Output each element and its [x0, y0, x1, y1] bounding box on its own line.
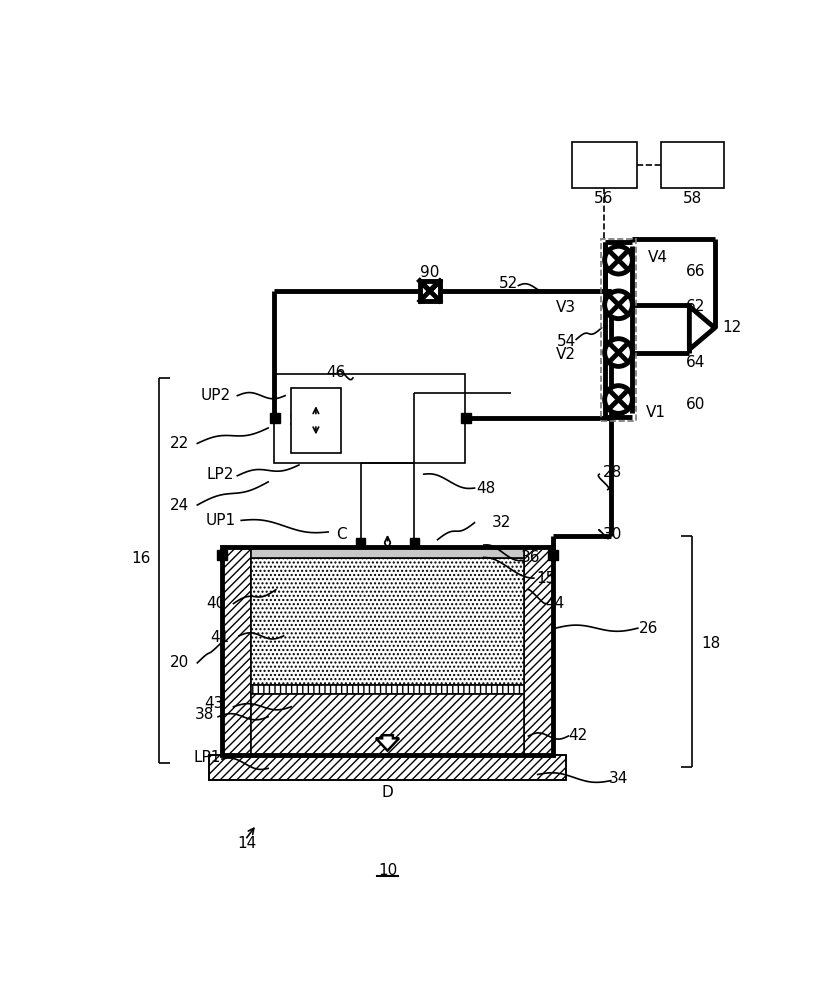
Text: LP2: LP2: [206, 467, 234, 482]
Text: LP1: LP1: [193, 750, 220, 765]
Text: 42: 42: [569, 728, 588, 744]
Text: 90: 90: [420, 265, 439, 280]
Text: V2: V2: [556, 347, 576, 362]
Text: 40: 40: [206, 596, 225, 611]
Text: 66: 66: [686, 264, 705, 279]
Text: 56: 56: [595, 191, 614, 206]
Bar: [524, 547, 553, 755]
Text: 34: 34: [609, 771, 628, 786]
Bar: [251, 694, 524, 755]
Text: 54: 54: [557, 334, 576, 349]
Text: 22: 22: [170, 436, 190, 451]
Text: 26: 26: [640, 621, 659, 636]
Bar: [601, 239, 636, 421]
Bar: [291, 388, 342, 453]
Text: UP2: UP2: [201, 388, 231, 403]
Bar: [410, 538, 419, 547]
Bar: [356, 538, 365, 547]
Bar: [209, 755, 566, 780]
Text: 64: 64: [686, 355, 705, 370]
Bar: [275, 374, 465, 463]
Bar: [251, 558, 524, 685]
Bar: [270, 413, 280, 423]
Text: 28: 28: [603, 465, 622, 480]
Text: 15: 15: [536, 571, 555, 586]
Bar: [660, 142, 724, 188]
Bar: [251, 685, 524, 694]
Text: 60: 60: [686, 397, 705, 412]
Text: 48: 48: [476, 481, 495, 496]
Text: 10: 10: [378, 863, 397, 878]
Polygon shape: [690, 306, 715, 349]
Bar: [571, 142, 637, 188]
FancyArrow shape: [376, 735, 399, 751]
Text: 43: 43: [204, 696, 224, 711]
Bar: [217, 550, 227, 560]
Bar: [251, 547, 524, 558]
Bar: [461, 413, 471, 423]
Bar: [549, 550, 559, 560]
Text: UP1: UP1: [205, 513, 235, 528]
Circle shape: [605, 246, 632, 274]
Text: D: D: [382, 785, 393, 800]
Text: 16: 16: [132, 551, 151, 566]
Text: 12: 12: [722, 320, 741, 335]
Text: 58: 58: [683, 191, 702, 206]
Text: 36: 36: [521, 550, 540, 565]
Text: V3: V3: [556, 300, 576, 315]
Text: 30: 30: [603, 527, 622, 542]
Text: 24: 24: [170, 497, 190, 512]
Bar: [209, 755, 566, 780]
Text: 32: 32: [492, 515, 511, 530]
Bar: [420, 281, 440, 301]
Text: V4: V4: [648, 250, 668, 265]
Circle shape: [605, 291, 632, 319]
Circle shape: [605, 339, 632, 366]
Text: 52: 52: [499, 276, 519, 291]
Bar: [222, 547, 251, 755]
Text: 44: 44: [545, 596, 564, 611]
Text: C: C: [336, 527, 347, 542]
Text: 46: 46: [326, 365, 346, 380]
Text: 41: 41: [210, 630, 230, 645]
Bar: [222, 547, 553, 755]
Text: 62: 62: [686, 299, 705, 314]
Text: 18: 18: [701, 636, 720, 651]
Text: 38: 38: [195, 707, 215, 722]
Text: 14: 14: [238, 836, 257, 851]
Text: V1: V1: [645, 405, 665, 420]
Text: 20: 20: [170, 655, 190, 670]
Text: 50: 50: [289, 413, 308, 428]
Circle shape: [605, 386, 632, 413]
